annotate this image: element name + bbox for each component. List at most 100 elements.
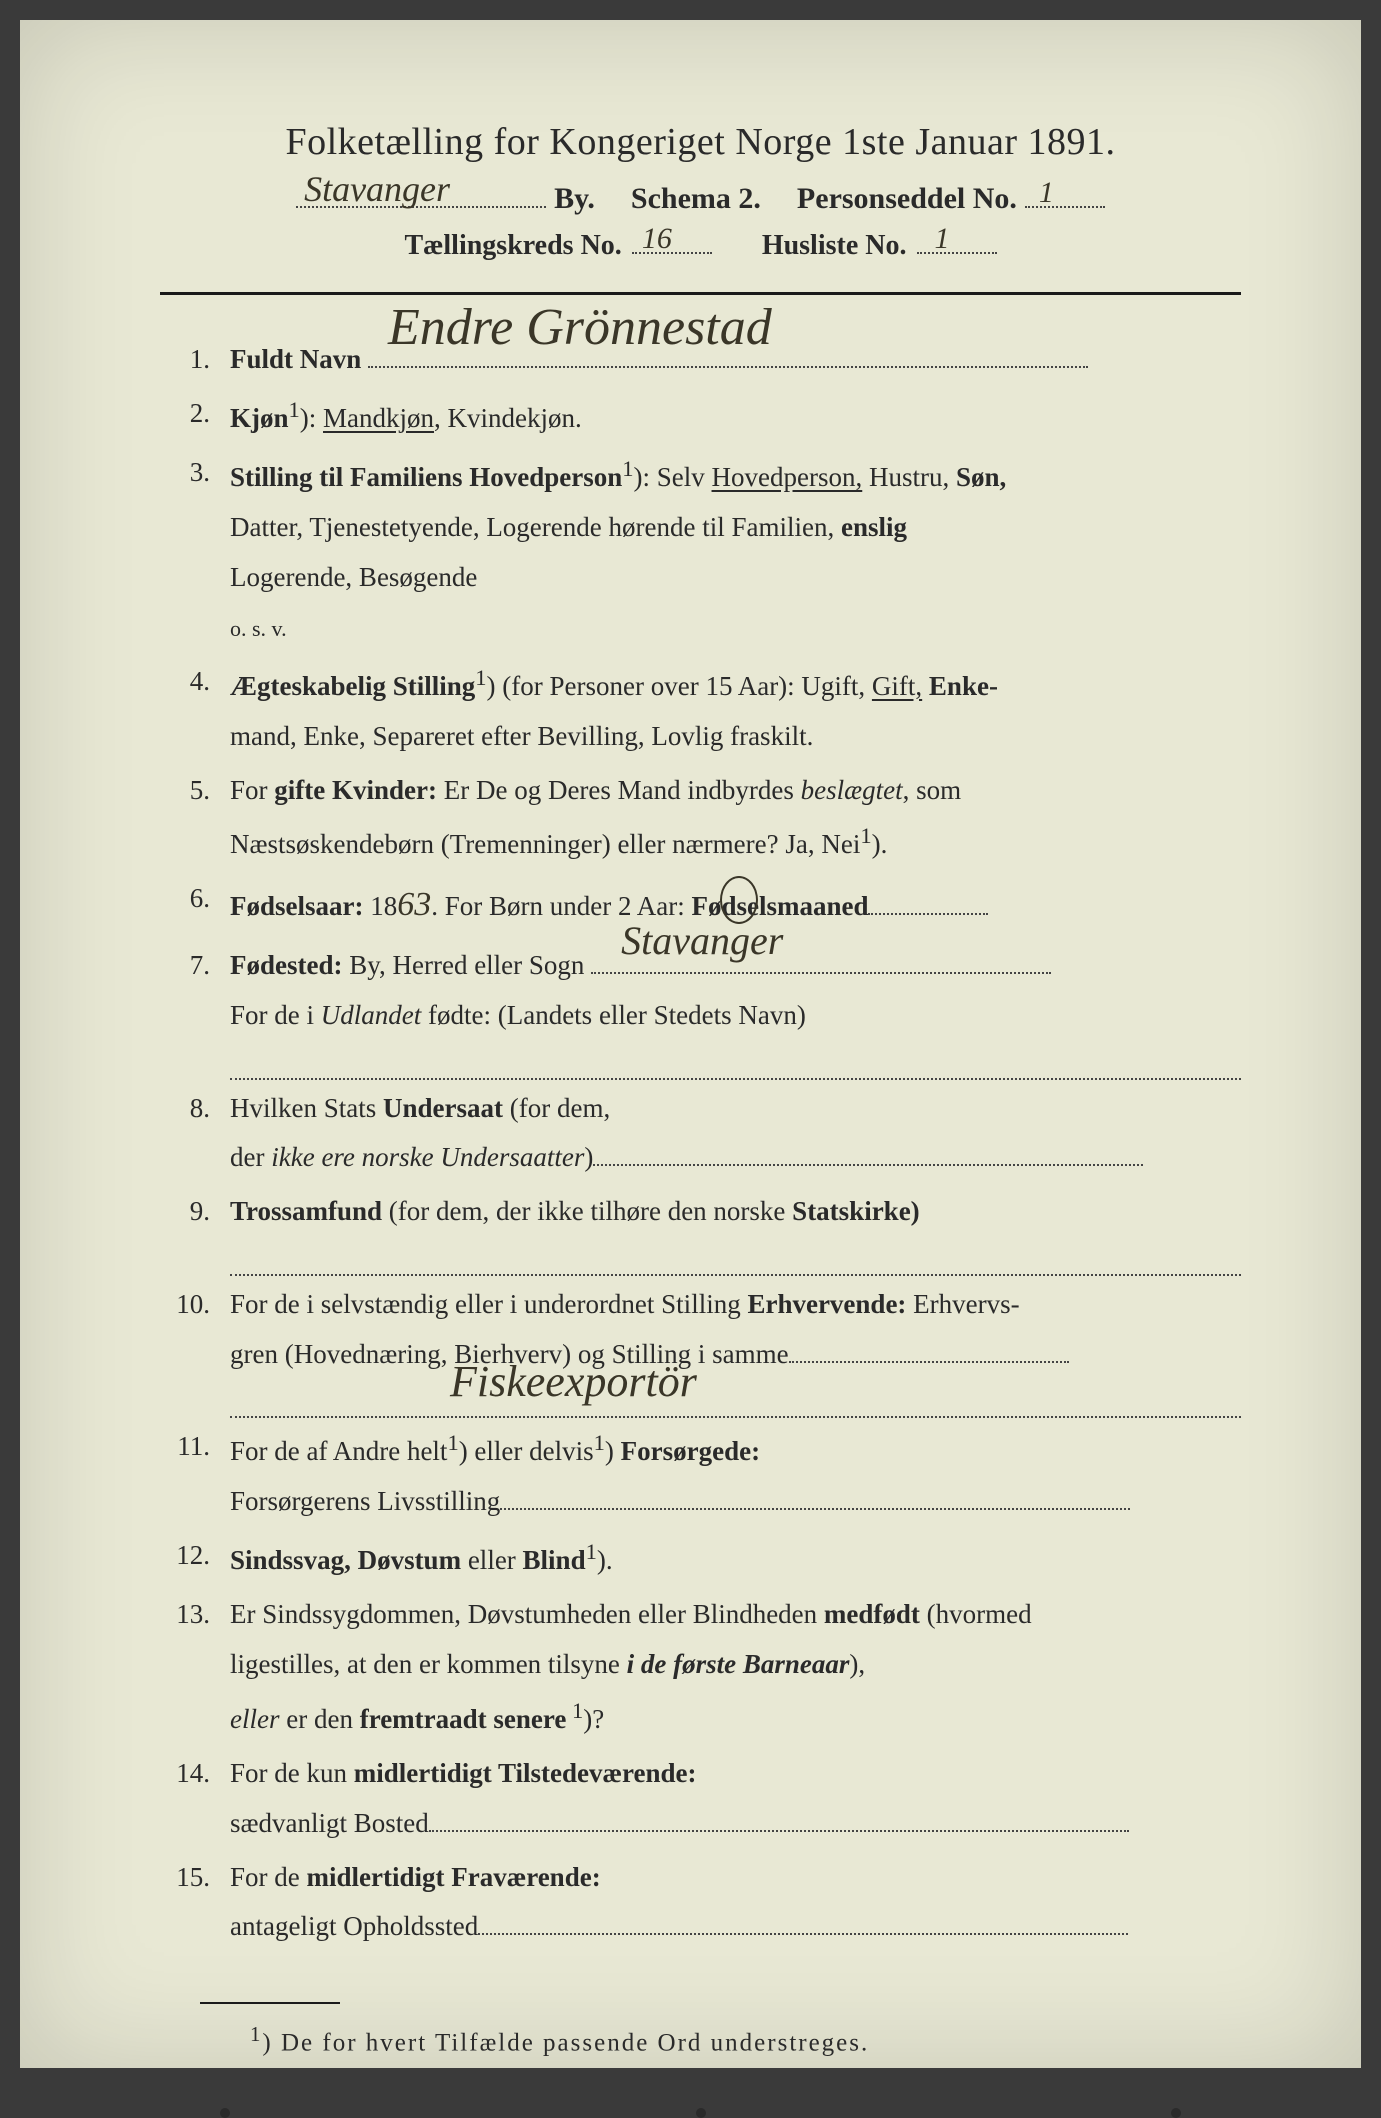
form-title: Folketælling for Kongeriget Norge 1ste J…	[160, 120, 1241, 164]
item-8-content: Hvilken Stats Undersaat (for dem, der ik…	[230, 1084, 1241, 1184]
item-3-bold2: enslig	[841, 512, 907, 542]
item-9-blank-line	[230, 1243, 1241, 1275]
item-9-bold1: Trossamfund	[230, 1196, 382, 1226]
item-11: 11. For de af Andre helt1) eller delvis1…	[160, 1422, 1241, 1527]
item-10-value: Fiskeexportör	[450, 1341, 697, 1422]
item-7-blank-line	[230, 1047, 1241, 1079]
item-8-text2: (for dem,	[503, 1093, 610, 1123]
item-7-num: 7.	[160, 941, 230, 1079]
item-11-content: For de af Andre helt1) eller delvis1) Fo…	[230, 1422, 1241, 1527]
item-4: 4. Ægteskabelig Stilling1) (for Personer…	[160, 657, 1241, 762]
personseddel-label: Personseddel No.	[797, 182, 1017, 216]
item-5-num: 5.	[160, 766, 230, 871]
husliste-no: 1	[935, 222, 950, 256]
footnote: 1) De for hvert Tilfælde passende Ord un…	[250, 2022, 1241, 2057]
item-3-num: 3.	[160, 448, 230, 653]
husliste-label: Husliste No.	[762, 230, 907, 262]
item-5-sup: 1	[860, 823, 871, 848]
item-14-field	[429, 1805, 1129, 1832]
item-5-italic1: beslægtet	[801, 775, 903, 805]
item-12-text2: ).	[597, 1545, 613, 1575]
personseddel-field: 1	[1025, 206, 1105, 208]
item-5-bold1: gifte Kvinder:	[274, 775, 437, 805]
item-2-label: Kjøn	[230, 403, 289, 433]
item-2-num: 2.	[160, 389, 230, 444]
item-11-text2: ) eller delvis	[459, 1436, 594, 1466]
kreds-field: 16	[632, 252, 712, 254]
item-1: 1. Fuldt Navn Endre Grönnestad	[160, 335, 1241, 385]
item-2-text2: , Kvindekjøn.	[434, 403, 582, 433]
item-13-line2a: ligestilles, at den er kommen tilsyne	[230, 1649, 627, 1679]
item-4-underlined: Gift,	[872, 671, 922, 701]
item-9-num: 9.	[160, 1187, 230, 1275]
item-2-text: ):	[300, 403, 323, 433]
item-13-line2b: ),	[849, 1649, 865, 1679]
item-13-line3c: )?	[583, 1704, 604, 1734]
item-13-text1: Er Sindssygdommen, Døvstumheden eller Bl…	[230, 1599, 824, 1629]
city-field: Stavanger	[296, 206, 546, 208]
item-4-content: Ægteskabelig Stilling1) (for Personer ov…	[230, 657, 1241, 762]
item-3-label: Stilling til Familiens Hovedperson	[230, 462, 622, 492]
item-11-sup2: 1	[594, 1430, 605, 1455]
item-12-num: 12.	[160, 1531, 230, 1586]
item-6-num: 6.	[160, 874, 230, 937]
header-row-1: Stavanger By. Schema 2. Personseddel No.…	[160, 182, 1241, 216]
item-3-text2: Hustru,	[862, 462, 956, 492]
item-2: 2. Kjøn1): Mandkjøn, Kvindekjøn.	[160, 389, 1241, 444]
form-body: 1. Fuldt Navn Endre Grönnestad 2. Kjøn1)…	[160, 335, 1241, 1952]
item-4-num: 4.	[160, 657, 230, 762]
census-form-page: Folketælling for Kongeriget Norge 1ste J…	[20, 20, 1361, 2068]
item-7-line2a: For de i	[230, 1000, 321, 1030]
item-15-num: 15.	[160, 1853, 230, 1953]
item-12: 12. Sindssvag, Døvstum eller Blind1).	[160, 1531, 1241, 1586]
item-4-text1: ) (for Personer over 15 Aar): Ugift,	[487, 671, 872, 701]
item-8-field	[593, 1139, 1143, 1166]
item-5-line2: Næstsøskendebørn (Tremenninger) eller næ…	[230, 829, 860, 859]
item-1-num: 1.	[160, 335, 230, 385]
item-7-text1: By, Herred eller Sogn	[342, 950, 584, 980]
item-15-text1: For de	[230, 1862, 307, 1892]
item-10-field1	[789, 1336, 1069, 1363]
item-15-field	[478, 1908, 1128, 1935]
by-label: By.	[554, 182, 595, 216]
item-6-label: Fødselsaar:	[230, 891, 363, 921]
footnote-sup: 1	[250, 2022, 262, 2046]
item-3-text1: ): Selv	[634, 462, 712, 492]
dot-icon	[220, 2108, 230, 2118]
item-9-content: Trossamfund (for dem, der ikke tilhøre d…	[230, 1187, 1241, 1275]
item-11-field	[500, 1483, 1130, 1510]
item-13-bold2: fremtraadt senere	[360, 1704, 567, 1734]
name-field: Endre Grönnestad	[368, 366, 1088, 368]
item-7-content: Fødested: By, Herred eller Sogn Stavange…	[230, 941, 1241, 1079]
item-14-bold1: midlertidigt Tilstedeværende:	[354, 1758, 697, 1788]
item-7-field: Stavanger	[591, 947, 1051, 974]
item-13-sup: 1	[566, 1698, 583, 1723]
item-2-sup: 1	[289, 397, 300, 422]
item-11-sup1: 1	[447, 1430, 458, 1455]
item-3-underlined: Hovedperson,	[712, 462, 863, 492]
kreds-label: Tællingskreds No.	[404, 230, 621, 262]
item-14-content: For de kun midlertidigt Tilstedeværende:…	[230, 1749, 1241, 1849]
footnote-text: ) De for hvert Tilfælde passende Ord und…	[262, 2030, 869, 2057]
item-14-num: 14.	[160, 1749, 230, 1849]
item-10: 10. For de i selvstændig eller i underor…	[160, 1280, 1241, 1418]
item-5: 5. For gifte Kvinder: Er De og Deres Man…	[160, 766, 1241, 871]
item-3: 3. Stilling til Familiens Hovedperson1):…	[160, 448, 1241, 653]
dot-icon	[696, 2108, 706, 2118]
item-14: 14. For de kun midlertidigt Tilstedevære…	[160, 1749, 1241, 1849]
item-6-year: 63	[397, 886, 431, 923]
item-1-label: Fuldt Navn	[230, 344, 361, 374]
item-9: 9. Trossamfund (for dem, der ikke tilhør…	[160, 1187, 1241, 1275]
item-5-content: For gifte Kvinder: Er De og Deres Mand i…	[230, 766, 1241, 871]
item-8-bold1: Undersaat	[383, 1093, 503, 1123]
item-8-line2a: der	[230, 1142, 271, 1172]
item-5-text1: For	[230, 775, 274, 805]
dot-icon	[1171, 2108, 1181, 2118]
item-6-month-field	[868, 888, 988, 915]
item-3-line2: Datter, Tjenestetyende, Logerende hørend…	[230, 512, 841, 542]
item-5-text4: ).	[872, 829, 888, 859]
item-8-num: 8.	[160, 1084, 230, 1184]
item-12-bold2: Blind	[523, 1545, 586, 1575]
item-3-content: Stilling til Familiens Hovedperson1): Se…	[230, 448, 1241, 653]
item-5-text3: , som	[903, 775, 962, 805]
